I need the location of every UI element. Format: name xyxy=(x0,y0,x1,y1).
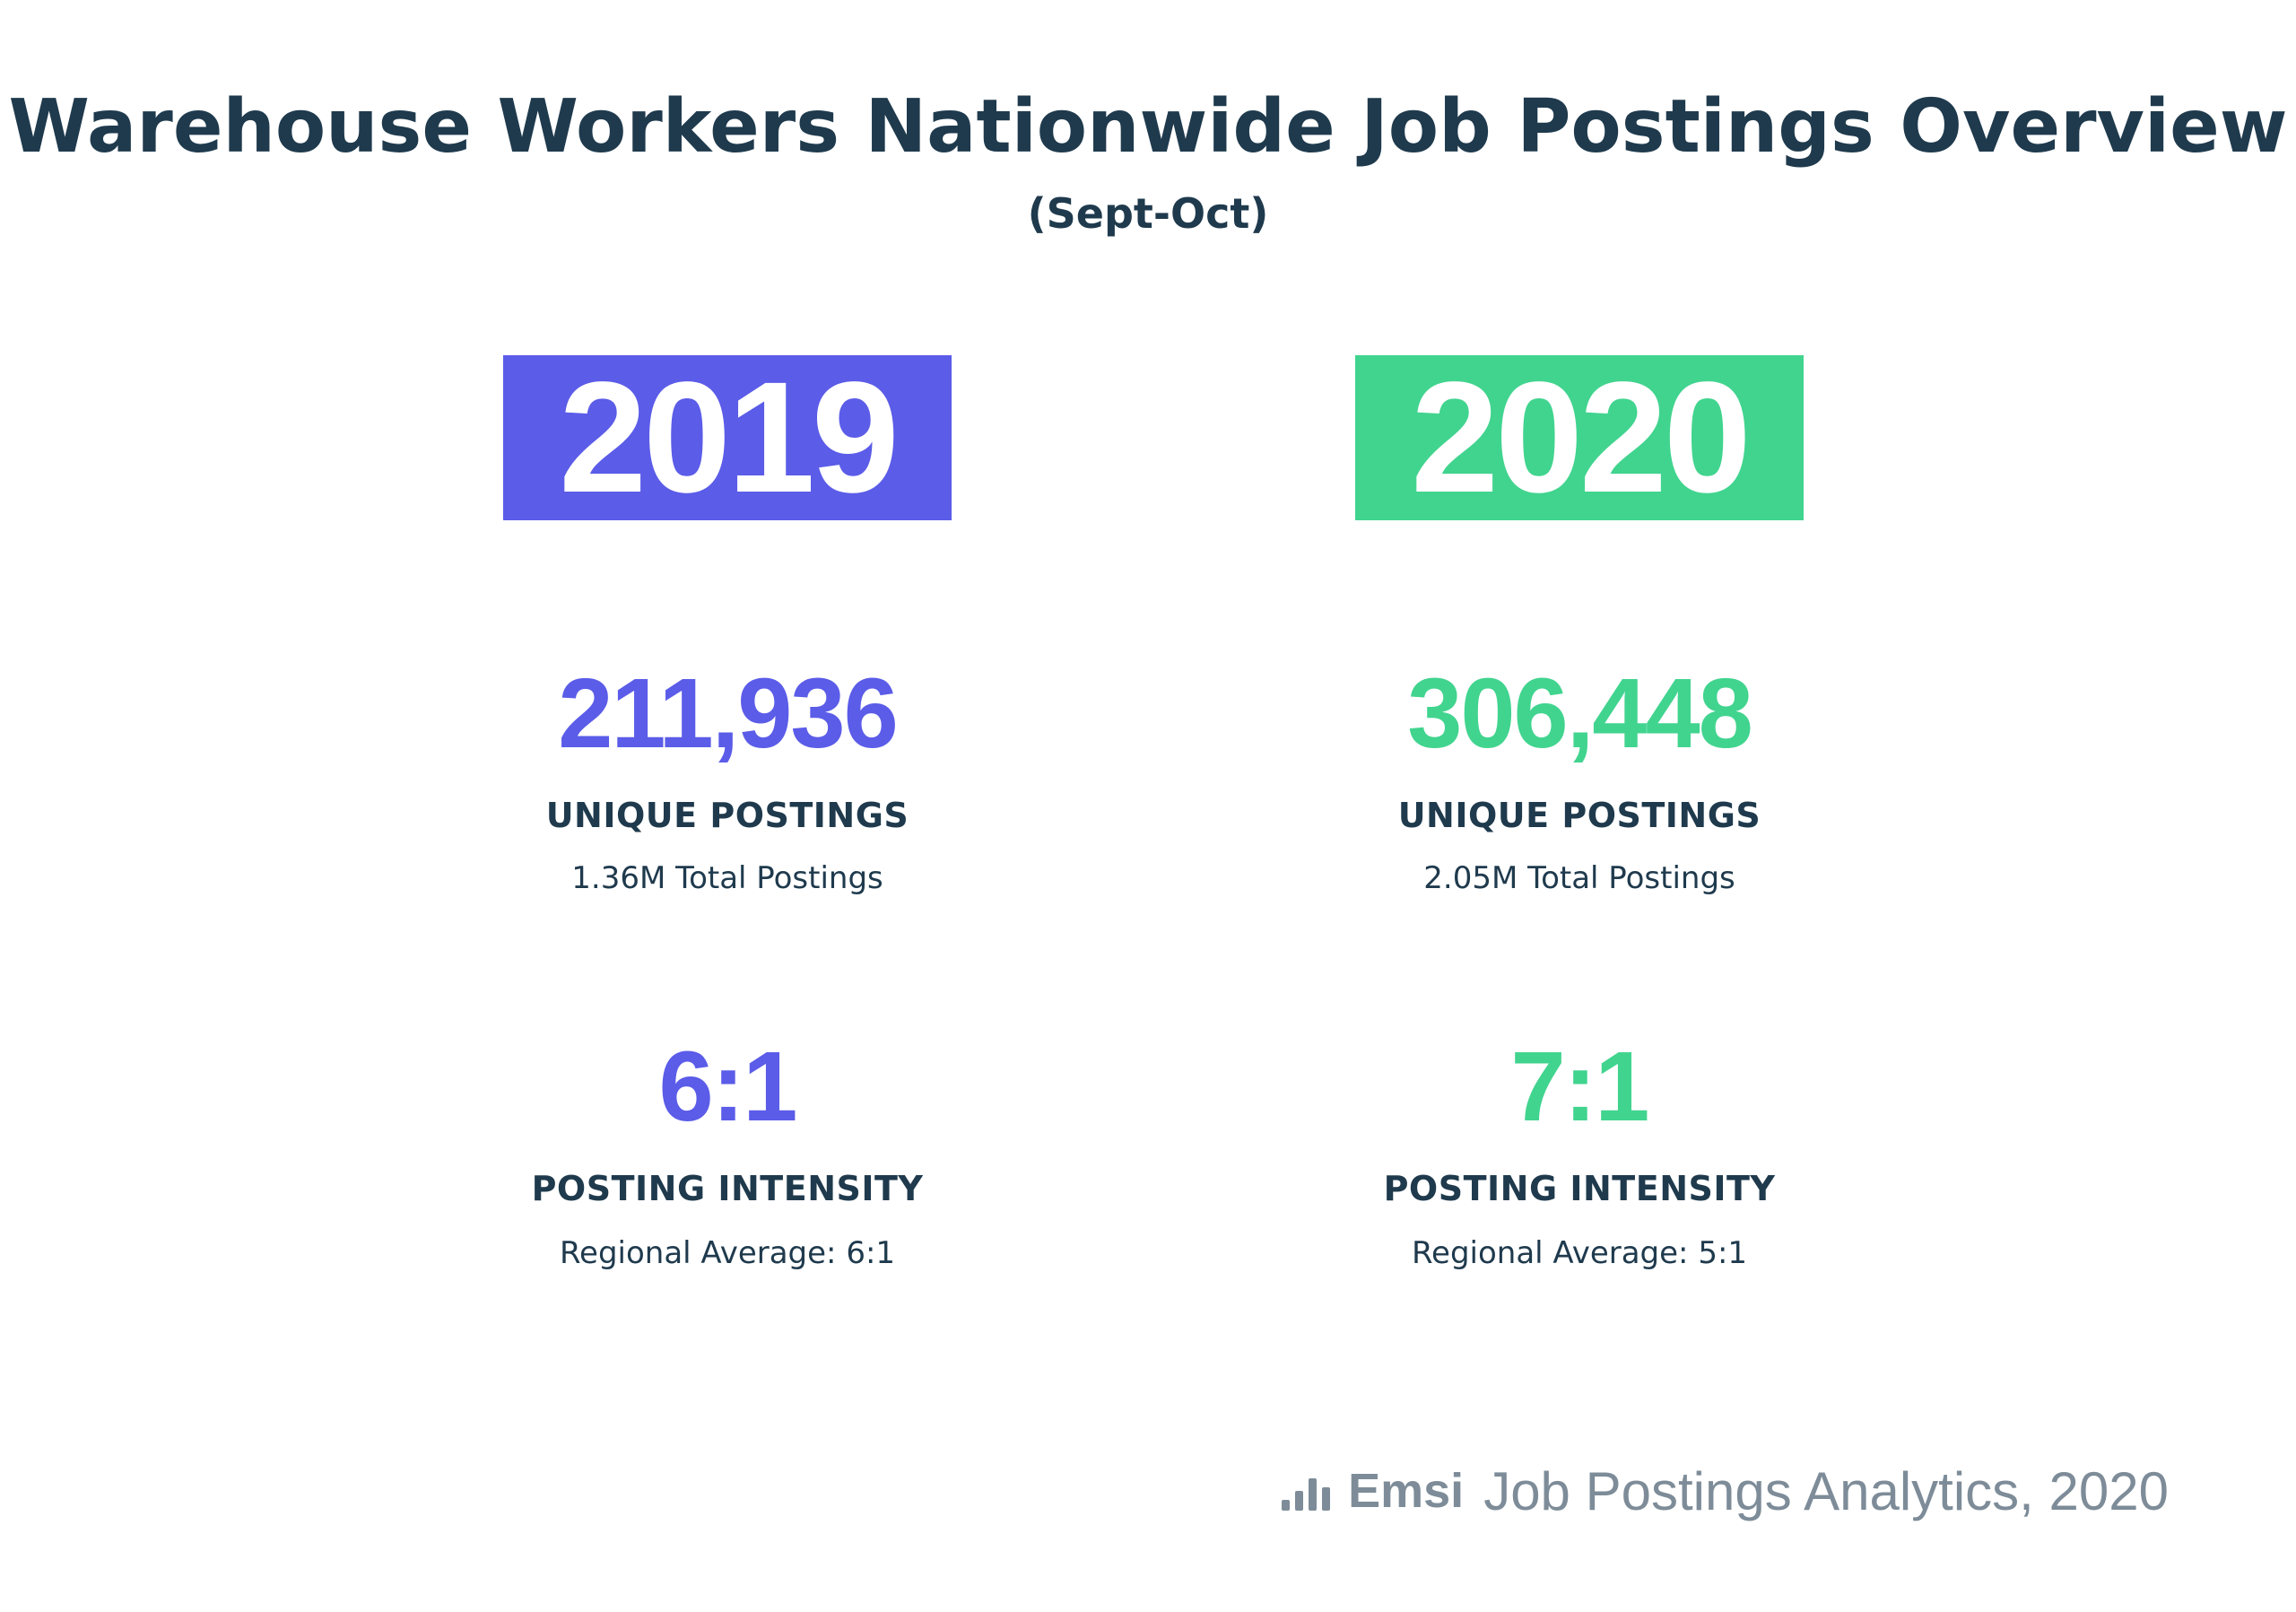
page-subtitle: (Sept-Oct) xyxy=(1027,189,1269,238)
footer-brand: Emsi xyxy=(1348,1464,1465,1518)
total-postings-2019: 1.36M Total Postings xyxy=(571,860,883,896)
year-column-2020: 2020 306,448 UNIQUE POSTINGS 2.05M Total… xyxy=(1355,355,1804,1271)
unique-postings-value-2019: 211,936 xyxy=(558,658,899,769)
posting-intensity-value-2019: 6:1 xyxy=(658,1032,798,1142)
footer-source: Emsi Job Postings Analytics, 2020 xyxy=(1282,1455,2169,1527)
regional-average-2020: Regional Average: 5:1 xyxy=(1411,1235,1748,1271)
year-column-2019: 2019 211,936 UNIQUE POSTINGS 1.36M Total… xyxy=(503,355,952,1271)
posting-intensity-value-2020: 7:1 xyxy=(1510,1032,1650,1142)
regional-average-2019: Regional Average: 6:1 xyxy=(559,1235,896,1271)
unique-postings-value-2020: 306,448 xyxy=(1407,658,1753,769)
year-badge-2020: 2020 xyxy=(1355,355,1804,520)
total-postings-2020: 2.05M Total Postings xyxy=(1423,860,1735,896)
footer-source-text: Job Postings Analytics, 2020 xyxy=(1483,1460,2169,1521)
posting-intensity-label-2020: POSTING INTENSITY xyxy=(1383,1169,1776,1208)
year-badge-2019: 2019 xyxy=(503,355,952,520)
unique-postings-label-2020: UNIQUE POSTINGS xyxy=(1397,796,1761,835)
bar-chart-icon xyxy=(1282,1471,1335,1511)
posting-intensity-label-2019: POSTING INTENSITY xyxy=(531,1169,924,1208)
unique-postings-label-2019: UNIQUE POSTINGS xyxy=(545,796,909,835)
page-title: Warehouse Workers Nationwide Job Posting… xyxy=(8,84,2288,170)
